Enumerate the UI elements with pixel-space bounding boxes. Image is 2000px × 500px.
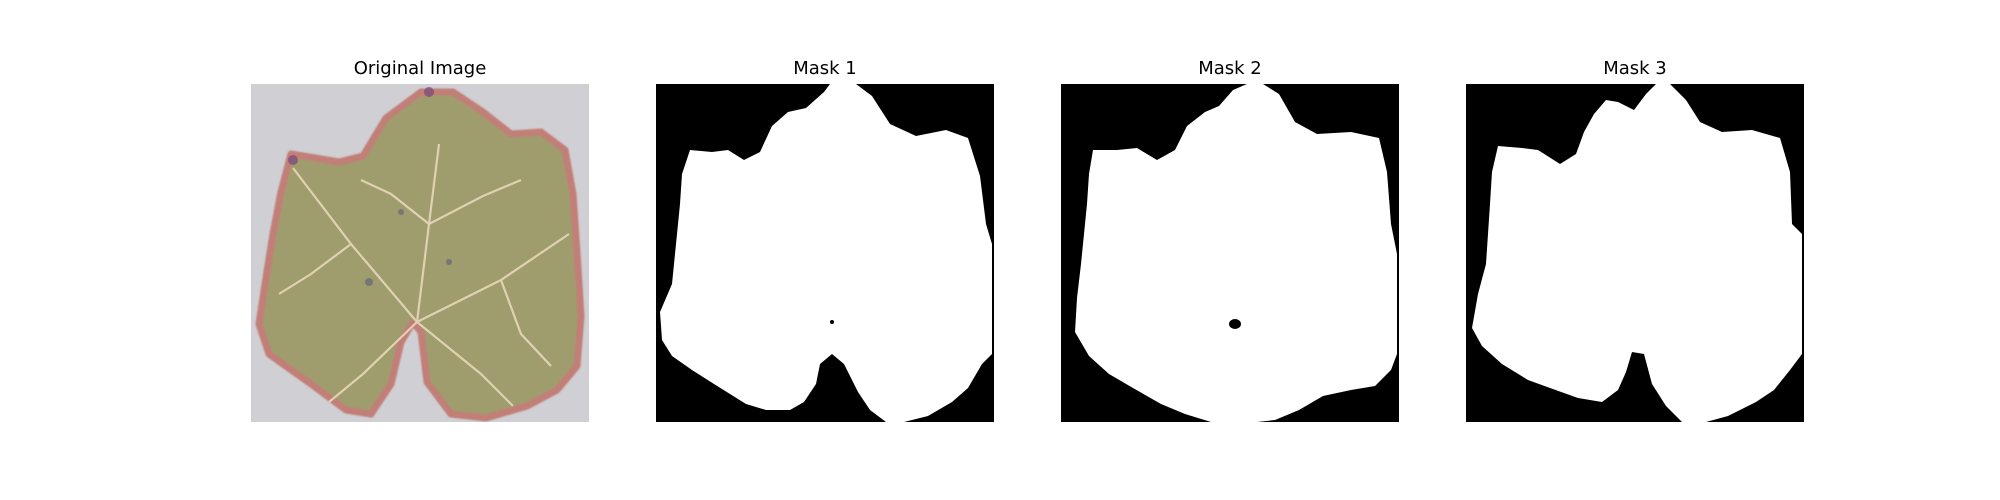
- leaf-spots: [288, 87, 452, 286]
- panel-mask-2: Mask 2: [1061, 0, 1399, 500]
- mask-2-leaf-region: [1075, 84, 1397, 422]
- panel-title: Original Image: [353, 58, 487, 79]
- panel-title: Mask 3: [1603, 58, 1667, 79]
- mask-1-hole: [830, 320, 834, 324]
- panel-mask-3: Mask 3: [1466, 0, 1804, 500]
- original-leaf-photo: [251, 84, 589, 422]
- mask-1-image: [656, 84, 994, 422]
- mask-1-leaf-region: [660, 84, 992, 422]
- mask-3-leaf-region: [1472, 84, 1802, 422]
- panel-mask-1: Mask 1: [656, 0, 994, 500]
- mask-3-image: [1466, 84, 1804, 422]
- panel-title: Mask 2: [1198, 58, 1262, 79]
- mask-2-image: [1061, 84, 1399, 422]
- leaf-veins: [278, 143, 570, 407]
- leaf-shape: [255, 88, 585, 422]
- panel-title: Mask 1: [793, 58, 857, 79]
- panel-original-image: Original Image: [251, 0, 589, 500]
- mask-2-hole: [1229, 319, 1241, 329]
